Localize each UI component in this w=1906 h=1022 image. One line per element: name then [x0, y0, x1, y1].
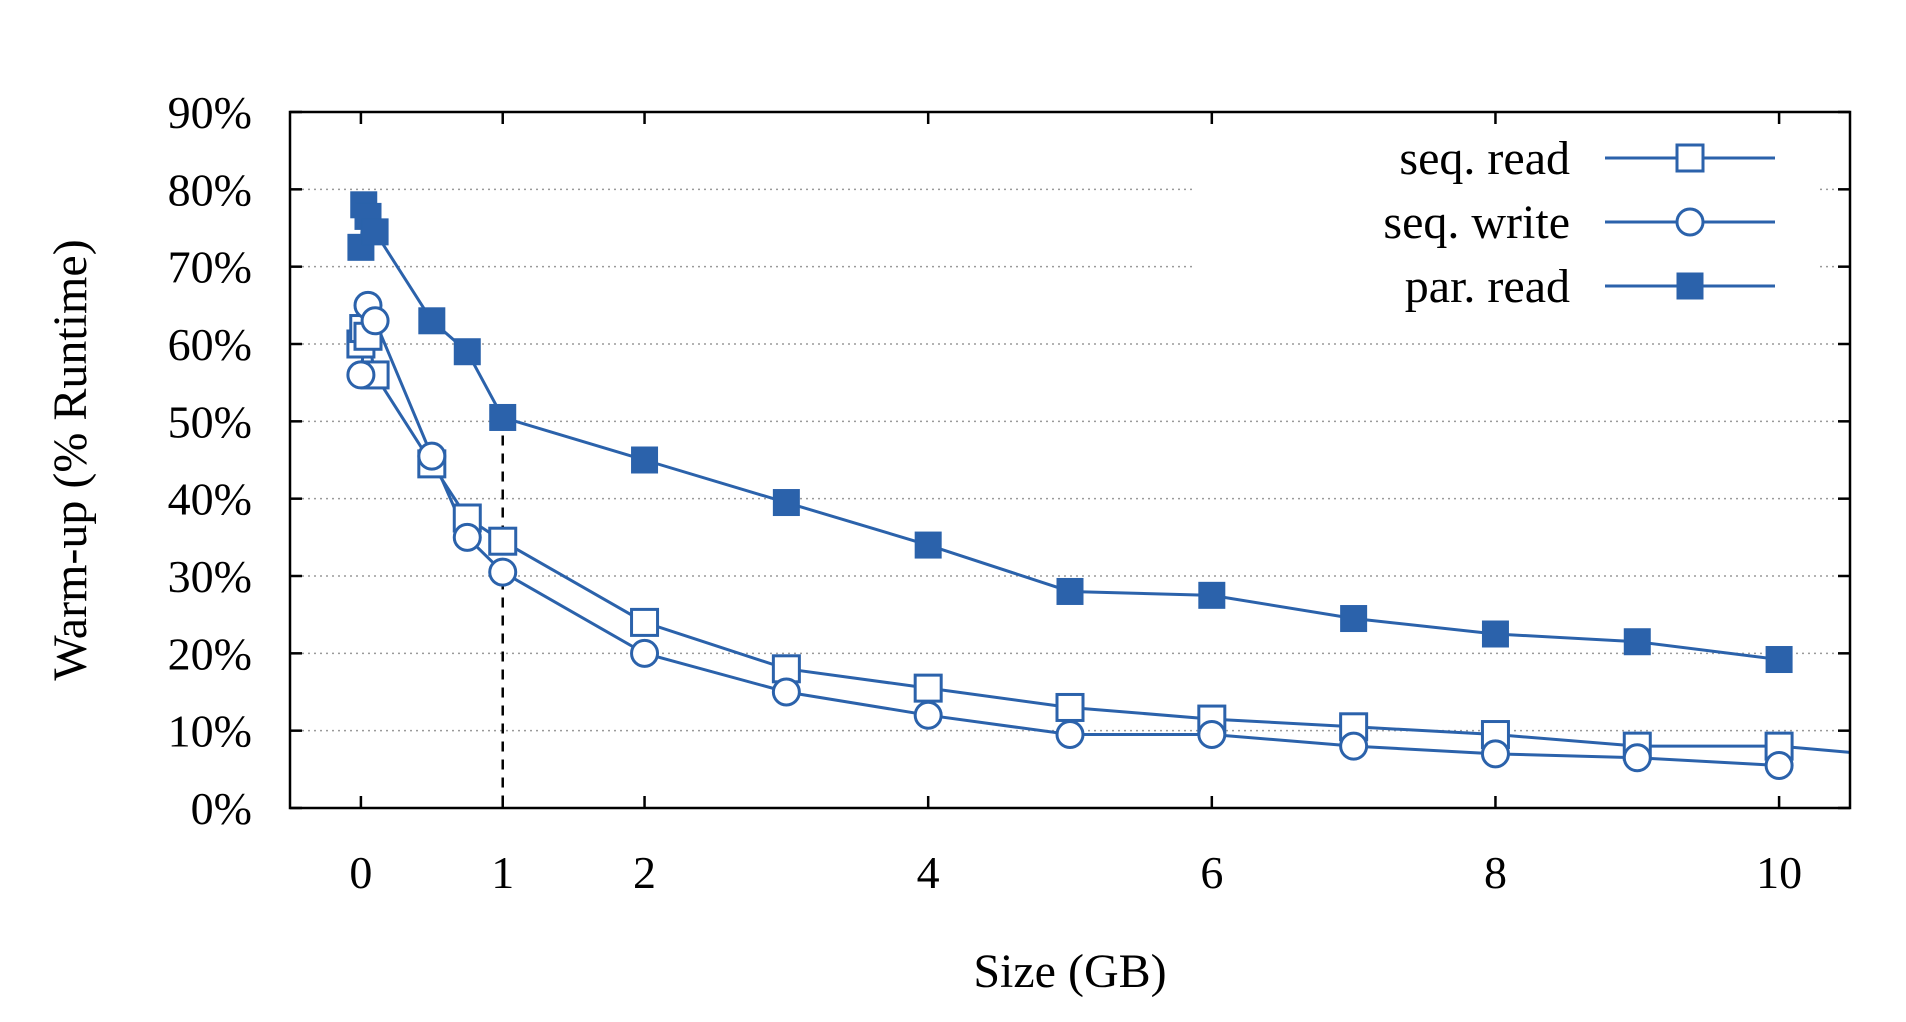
series-markers [346, 314, 1794, 761]
data-point-open-circle [1622, 743, 1652, 773]
series-line [359, 324, 1851, 754]
series-layer [346, 191, 1851, 780]
series-markers [346, 290, 1794, 780]
data-point-filled-square [631, 446, 659, 474]
x-tick-label: 10 [1756, 847, 1802, 898]
data-point-filled-square [772, 489, 800, 517]
plot-frame [288, 110, 1852, 810]
y-tick-label: 80% [168, 164, 252, 215]
data-point-open-circle [1480, 739, 1510, 769]
tick-labels: 0% 10% 20% 30% 40% 50% 60% 70% 80% 90% 0 1 2 4 6 8 10 [168, 87, 1802, 898]
data-point-open-circle [630, 638, 660, 668]
data-point-filled-square [418, 307, 446, 335]
data-point-filled-square [1765, 646, 1793, 674]
y-axis-title: Warm-up (% Runtime) [44, 239, 97, 680]
data-point-open-square [1055, 692, 1085, 722]
data-point-filled-square [361, 218, 389, 246]
legend: seq. read seq. write par. read [1383, 132, 1775, 313]
grid-lines [290, 188, 1850, 732]
y-tick-label: 60% [168, 319, 252, 370]
data-point-filled-square [914, 531, 942, 559]
y-tick-label: 30% [168, 551, 252, 602]
y-tick-label: 10% [168, 706, 252, 757]
data-point-filled-square [453, 338, 481, 366]
data-point-open-circle [346, 360, 376, 390]
data-point-open-circle [1339, 731, 1369, 761]
data-point-open-circle [488, 557, 518, 587]
data-point-open-circle [452, 522, 482, 552]
data-point-open-square [630, 607, 660, 637]
data-point-open-circle [1764, 750, 1794, 780]
legend-marker [1675, 143, 1705, 173]
x-tick-label: 2 [633, 847, 656, 898]
legend-label: seq. write [1383, 196, 1570, 249]
y-tick-label: 50% [168, 396, 252, 447]
data-point-filled-square [1198, 581, 1226, 609]
y-tick-label: 90% [168, 87, 252, 138]
legend-marker [1675, 207, 1705, 237]
y-tick-label: 0% [191, 783, 252, 834]
y-tick-label: 40% [168, 474, 252, 525]
data-point-filled-square [1623, 628, 1651, 656]
x-tick-label: 8 [1484, 847, 1507, 898]
data-point-filled-square [489, 403, 517, 431]
data-point-filled-square [1481, 620, 1509, 648]
data-point-open-circle [913, 700, 943, 730]
data-point-open-circle [360, 306, 390, 336]
legend-marker [1676, 272, 1704, 300]
data-point-open-circle [417, 441, 447, 471]
data-point-filled-square [1340, 605, 1368, 633]
x-tick-label: 6 [1200, 847, 1223, 898]
data-point-filled-square [1056, 577, 1084, 605]
data-point-open-circle [1055, 720, 1085, 750]
data-point-open-circle [771, 677, 801, 707]
data-point-open-square [913, 673, 943, 703]
series-seq-read [359, 324, 1851, 754]
axis-ticks [290, 110, 1850, 810]
x-tick-label: 4 [917, 847, 940, 898]
series-markers [347, 191, 1793, 674]
data-point-open-square [488, 526, 518, 556]
legend-label: seq. read [1399, 132, 1570, 185]
x-tick-label: 1 [491, 847, 514, 898]
x-tick-label: 0 [349, 847, 372, 898]
legend-label: par. read [1405, 260, 1570, 313]
y-tick-label: 70% [168, 242, 252, 293]
data-point-open-circle [1197, 720, 1227, 750]
x-axis-title: Size (GB) [973, 945, 1166, 998]
y-tick-label: 20% [168, 628, 252, 679]
